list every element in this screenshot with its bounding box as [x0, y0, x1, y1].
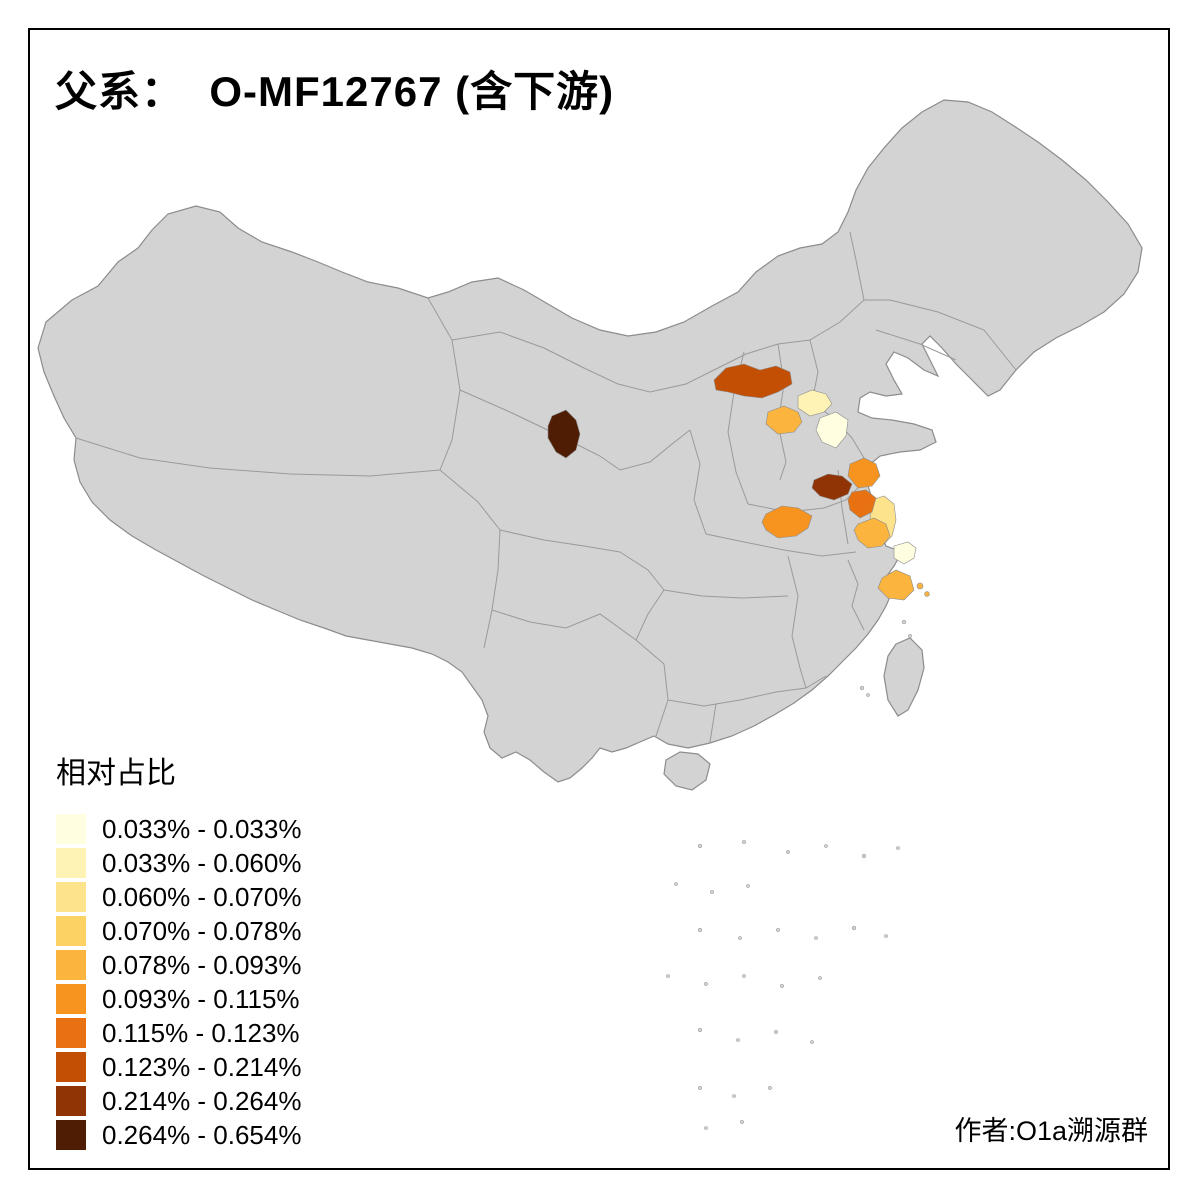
legend: 相对占比 0.033% - 0.033% 0.033% - 0.060% 0.0… — [56, 748, 301, 1152]
highlighted-region — [853, 517, 891, 549]
legend-swatch — [56, 916, 86, 946]
highlighted-region — [797, 389, 833, 417]
highlighted-islet — [924, 591, 930, 597]
legend-title: 相对占比 — [56, 757, 176, 790]
legend-label: 0.115% - 0.123% — [102, 1017, 300, 1048]
legend-label: 0.093% - 0.115% — [102, 983, 300, 1014]
highlighted-region — [765, 405, 803, 435]
legend-label: 0.060% - 0.070% — [102, 881, 302, 912]
legend-row: 0.214% - 0.264% — [56, 1084, 301, 1118]
legend-label: 0.033% - 0.060% — [102, 847, 302, 878]
legend-row: 0.264% - 0.654% — [56, 1118, 301, 1152]
legend-row: 0.033% - 0.060% — [56, 846, 301, 880]
legend-row: 0.060% - 0.070% — [56, 880, 301, 914]
legend-swatch — [56, 814, 86, 844]
highlighted-region — [713, 363, 793, 399]
highlighted-islet — [916, 582, 924, 590]
legend-label: 0.123% - 0.214% — [102, 1051, 302, 1082]
highlighted-region — [547, 409, 581, 459]
highlighted-region — [893, 541, 917, 565]
highlighted-region — [761, 505, 813, 539]
legend-row: 0.093% - 0.115% — [56, 982, 301, 1016]
legend-row: 0.123% - 0.214% — [56, 1050, 301, 1084]
legend-label: 0.078% - 0.093% — [102, 949, 302, 980]
author-credit: 作者:O1a溯源群 — [954, 1116, 1148, 1146]
page-title: 父系： O-MF12767 (含下游) — [55, 68, 615, 115]
highlighted-region — [815, 411, 849, 449]
legend-label: 0.264% - 0.654% — [102, 1119, 302, 1150]
legend-swatch — [56, 1018, 86, 1048]
highlighted-region — [847, 457, 881, 489]
legend-swatch — [56, 848, 86, 878]
legend-label: 0.070% - 0.078% — [102, 915, 302, 946]
legend-swatch — [56, 1086, 86, 1116]
small-islands-group — [666, 619, 912, 1130]
legend-row: 0.115% - 0.123% — [56, 1016, 301, 1050]
legend-swatch — [56, 950, 86, 980]
legend-swatch — [56, 882, 86, 912]
legend-label: 0.214% - 0.264% — [102, 1085, 302, 1116]
legend-swatch — [56, 984, 86, 1014]
province-borders — [75, 231, 1017, 743]
china-mainland-shape — [37, 99, 1143, 783]
legend-swatch — [56, 1052, 86, 1082]
legend-row: 0.078% - 0.093% — [56, 948, 301, 982]
legend-label: 0.033% - 0.033% — [102, 813, 302, 844]
legend-swatch — [56, 1120, 86, 1150]
taiwan-island-shape — [883, 637, 925, 717]
highlighted-region — [847, 489, 877, 519]
highlighted-region — [877, 569, 915, 601]
legend-row: 0.070% - 0.078% — [56, 914, 301, 948]
hainan-island-shape — [663, 751, 711, 791]
legend-row: 0.033% - 0.033% — [56, 812, 301, 846]
highlighted-region — [811, 473, 853, 501]
